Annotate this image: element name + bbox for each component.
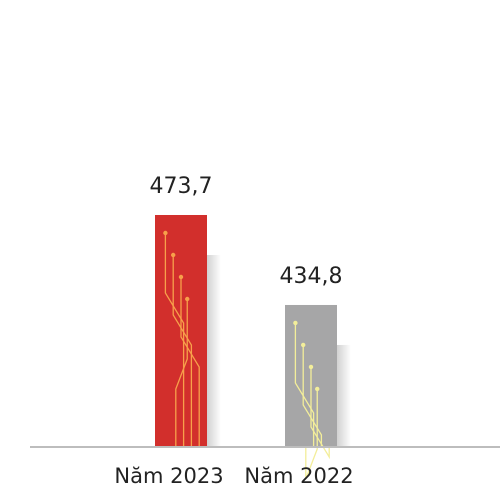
bar-shadow — [207, 254, 221, 447]
value-label: 434,8 — [280, 264, 343, 289]
value-label: 473,7 — [150, 174, 213, 199]
circuit-trace — [305, 388, 318, 480]
circuit-trace — [294, 322, 315, 447]
circuit-node — [163, 230, 168, 236]
circuit-node — [185, 296, 190, 302]
circuit-trace — [164, 232, 185, 447]
x-tick-label: Năm 2023 — [114, 464, 223, 488]
circuit-trace — [175, 298, 188, 447]
circuit-trace — [310, 366, 330, 460]
circuit-node — [308, 364, 314, 370]
circuit-trace — [180, 276, 200, 447]
circuit-node — [293, 320, 298, 326]
bar-shadow — [337, 344, 351, 447]
circuit-trace — [302, 344, 323, 447]
circuit-trace — [172, 254, 193, 447]
circuit-node — [301, 342, 306, 348]
circuit-node — [171, 252, 176, 258]
x-tick-label: Năm 2022 — [244, 464, 353, 488]
circuit-node — [315, 386, 320, 392]
circuit-node — [178, 274, 184, 280]
